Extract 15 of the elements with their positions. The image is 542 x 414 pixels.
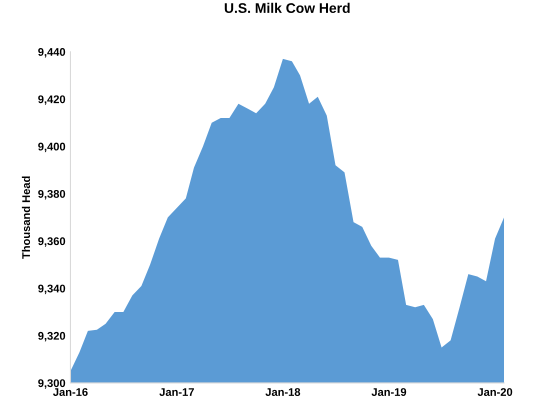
y-tick-label: 9,320	[38, 332, 66, 342]
x-tick-label: Jan-18	[265, 388, 300, 396]
x-tick-label: Jan-19	[372, 388, 406, 396]
y-axis-title: Thousand Head	[22, 176, 30, 259]
chart-title: U.S. Milk Cow Herd	[224, 2, 350, 13]
y-tick-label: 9,420	[38, 95, 66, 105]
y-tick-label: 9,300	[38, 379, 66, 389]
x-tick-label: Jan-16	[53, 388, 88, 396]
x-tick-label: Jan-17	[159, 388, 194, 396]
y-tick-label: 9,360	[38, 237, 66, 247]
y-tick-label: 9,440	[38, 48, 66, 58]
y-tick-label: 9,340	[38, 284, 66, 294]
x-tick-label: Jan-20	[478, 388, 512, 396]
y-tick-label: 9,380	[38, 190, 66, 200]
y-tick-label: 9,400	[38, 142, 66, 152]
